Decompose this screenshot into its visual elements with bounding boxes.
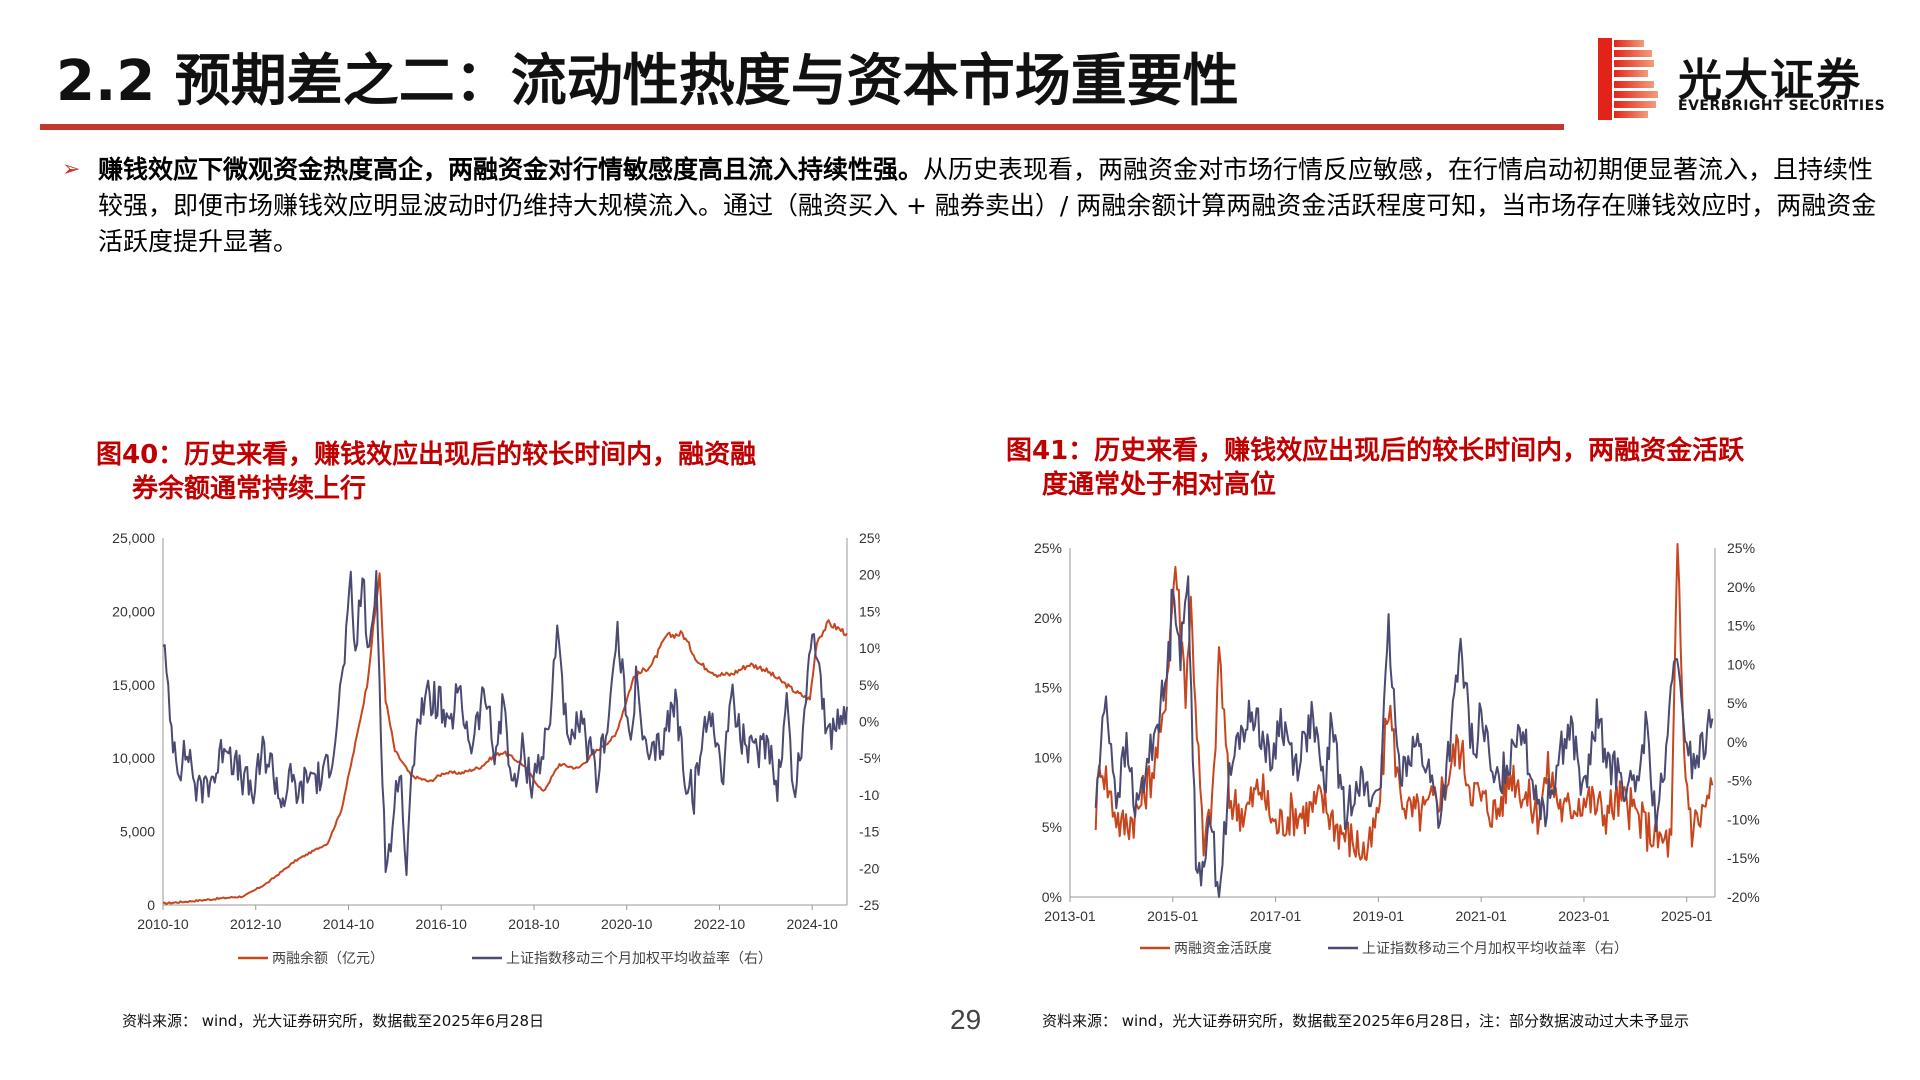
figure-41-source: 资料来源： wind，光大证券研究所，数据截至2025年6月28日，注：部分数据… bbox=[1042, 1012, 1690, 1030]
y-right-tick-label: 0% bbox=[859, 714, 879, 730]
y-right-tick-label: 0% bbox=[1727, 734, 1747, 750]
y-right-tick-label: 15% bbox=[859, 603, 880, 619]
figure-41-title-line2: 度通常处于相对高位 bbox=[1042, 470, 1277, 500]
x-tick-label: 2019-01 bbox=[1353, 908, 1405, 924]
page-title: 2.2 预期差之二：流动性热度与资本市场重要性 bbox=[56, 49, 1239, 114]
y-right-tick-label: 10% bbox=[1727, 656, 1755, 672]
x-tick-label: 2017-01 bbox=[1250, 908, 1302, 924]
y-left-tick-label: 25,000 bbox=[112, 530, 155, 546]
x-tick-label: 2014-10 bbox=[323, 916, 375, 932]
y-left-tick-label: 5% bbox=[1042, 819, 1062, 835]
y-right-tick-label: 10% bbox=[859, 640, 880, 656]
series-line-1 bbox=[1094, 543, 1714, 861]
y-right-tick-label: 15% bbox=[1727, 618, 1755, 634]
figure-41-title-line1: 图41：历史来看，赚钱效应出现后的较长时间内，两融资金活跃 bbox=[1006, 436, 1745, 466]
bullet-paragraph: ➢ 赚钱效应下微观资金热度高企，两融资金对行情敏感度高且流入持续性强。从历史表现… bbox=[62, 152, 1892, 260]
legend-label: 两融余额（亿元） bbox=[272, 950, 384, 967]
x-tick-label: 2015-01 bbox=[1147, 908, 1199, 924]
y-left-tick-label: 0% bbox=[1042, 889, 1062, 905]
y-right-tick-label: 25% bbox=[1727, 540, 1755, 556]
figure-40-title-line2: 券余额通常持续上行 bbox=[132, 474, 367, 504]
bullet-bold-text: 赚钱效应下微观资金热度高企，两融资金对行情敏感度高且流入持续性强。 bbox=[98, 155, 924, 184]
x-tick-label: 2016-10 bbox=[416, 916, 468, 932]
y-right-tick-label: 5% bbox=[1727, 695, 1747, 711]
y-right-tick-label: -15% bbox=[1727, 850, 1760, 866]
y-right-tick-label: -10% bbox=[1727, 811, 1760, 827]
y-left-tick-label: 10,000 bbox=[112, 750, 155, 766]
y-right-tick-label: -20% bbox=[859, 860, 880, 876]
bullet-arrow-icon: ➢ bbox=[62, 157, 81, 182]
figure-40-title: 图40：历史来看，赚钱效应出现后的较长时间内，融资融 券余额通常持续上行 bbox=[96, 438, 756, 506]
y-right-tick-label: -15% bbox=[859, 824, 880, 840]
y-right-tick-label: -10% bbox=[859, 787, 880, 803]
y-left-tick-label: 25% bbox=[1034, 540, 1062, 556]
y-right-tick-label: 25% bbox=[859, 530, 880, 546]
bullet-normal-text: 从历史表现看，两融资金对市场行情反应敏感，在行情启动初期便显著流入，且持续性较强… bbox=[98, 155, 1877, 256]
y-right-tick-label: -5% bbox=[1727, 773, 1752, 789]
y-right-tick-label: 5% bbox=[859, 677, 879, 693]
x-tick-label: 2012-10 bbox=[230, 916, 282, 932]
y-right-tick-label: 20% bbox=[1727, 579, 1755, 595]
logo-chinese-text: 光大证券 bbox=[1678, 55, 1862, 106]
y-left-tick-label: 15,000 bbox=[112, 677, 155, 693]
y-right-tick-label: 20% bbox=[859, 567, 880, 583]
x-tick-label: 2022-10 bbox=[694, 916, 746, 932]
figure-41-title: 图41：历史来看，赚钱效应出现后的较长时间内，两融资金活跃 度通常处于相对高位 bbox=[1006, 434, 1744, 502]
y-right-tick-label: -25% bbox=[859, 897, 880, 913]
x-tick-label: 2018-10 bbox=[508, 916, 560, 932]
figure-41-chart: 25% 20% 15% 10% 5% 0% 25% 20% 15% 10% 5% 0% -5% -10% -… bbox=[1034, 540, 1760, 957]
figure-40-source: 资料来源： wind，光大证券研究所，数据截至2025年6月28日 bbox=[122, 1012, 545, 1030]
figure-40-title-line1: 图40：历史来看，赚钱效应出现后的较长时间内，融资融 bbox=[96, 440, 757, 470]
everbright-logo-icon bbox=[1598, 38, 1658, 120]
x-tick-label: 2021-01 bbox=[1455, 908, 1507, 924]
y-left-tick-label: 0 bbox=[147, 897, 155, 913]
series-line-2 bbox=[1094, 575, 1714, 898]
y-right-tick-label: -5% bbox=[859, 750, 880, 766]
x-tick-label: 2024-10 bbox=[787, 916, 839, 932]
series-line-2 bbox=[162, 570, 848, 877]
legend-label: 上证指数移动三个月加权平均收益率（右） bbox=[506, 950, 772, 967]
x-tick-label: 2013-01 bbox=[1044, 908, 1096, 924]
y-left-tick-label: 5,000 bbox=[120, 824, 155, 840]
page-number: 29 bbox=[950, 1004, 982, 1035]
y-left-tick-label: 20% bbox=[1034, 610, 1062, 626]
legend-label: 两融资金活跃度 bbox=[1174, 941, 1272, 957]
series-line-1 bbox=[162, 572, 848, 905]
y-left-tick-label: 10% bbox=[1034, 749, 1062, 765]
company-logo: 光大证券 EVERBRIGHT SECURITIES bbox=[1598, 38, 1898, 120]
x-tick-label: 2010-10 bbox=[137, 916, 189, 932]
x-tick-label: 2020-10 bbox=[601, 916, 653, 932]
title-underline bbox=[40, 124, 1564, 130]
y-left-tick-label: 20,000 bbox=[112, 603, 155, 619]
x-tick-label: 2023-01 bbox=[1558, 908, 1610, 924]
figure-40-chart: 25,000 20,000 15,000 10,000 5,000 0 25% 20% 15% 1… bbox=[112, 530, 880, 967]
logo-english-text: EVERBRIGHT SECURITIES bbox=[1678, 98, 1886, 114]
legend-label: 上证指数移动三个月加权平均收益率（右） bbox=[1362, 940, 1628, 957]
y-right-tick-label: -20% bbox=[1727, 889, 1760, 905]
x-tick-label: 2025-01 bbox=[1661, 908, 1713, 924]
y-left-tick-label: 15% bbox=[1034, 680, 1062, 696]
